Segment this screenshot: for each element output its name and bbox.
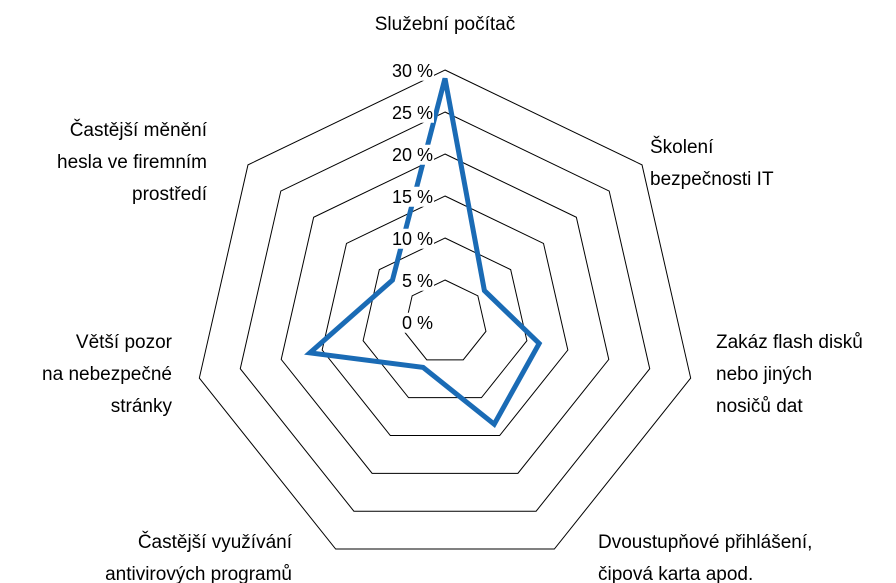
grid-ring	[239, 111, 651, 512]
category-label: Častější měnění hesla ve firemním prostř…	[57, 120, 207, 205]
y-tick-label: 30 %	[392, 61, 433, 81]
tick-label-bg	[400, 270, 434, 291]
grid-ring	[403, 279, 487, 361]
category-label: Školení bezpečnosti IT	[650, 137, 774, 190]
y-tick-label: 10 %	[392, 229, 433, 249]
tick-label-bg	[390, 186, 434, 207]
y-tick-label: 15 %	[392, 187, 433, 207]
grid-ring	[198, 69, 692, 550]
grid-ring	[321, 195, 569, 437]
y-tick-label: 25 %	[392, 103, 433, 123]
category-label: Větší pozor na nebezpečné stránky	[42, 332, 172, 417]
category-label: Služební počítač	[374, 14, 516, 35]
grid-ring	[280, 153, 610, 474]
y-tick-label: 5 %	[402, 271, 433, 291]
data-line	[304, 77, 543, 428]
tick-label-bg	[390, 102, 434, 123]
tick-label-bg	[390, 144, 434, 165]
y-tick-label: 0 %	[402, 313, 433, 333]
category-label: Častější využívání antivirových programů	[105, 532, 292, 583]
tick-label-bg	[390, 228, 434, 249]
category-label: Dvoustupňové přihlášení, čipová karta ap…	[598, 532, 813, 583]
y-tick-label: 20 %	[392, 145, 433, 165]
tick-label-bg	[400, 312, 434, 333]
tick-label-bg	[390, 60, 434, 81]
grid-ring	[362, 237, 528, 399]
category-label: Zakáz flash disků nebo jiných nosičů dat	[716, 332, 863, 417]
